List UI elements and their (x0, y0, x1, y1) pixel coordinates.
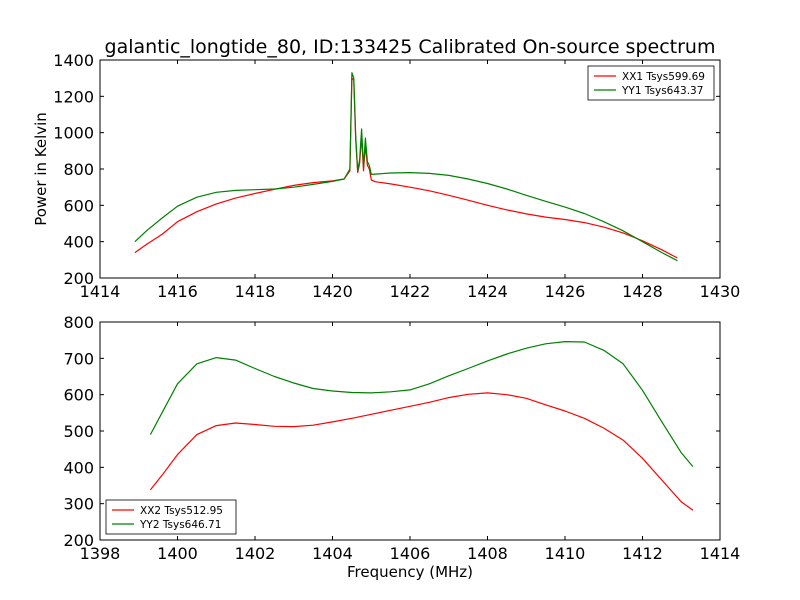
x-tick-label: 1410 (545, 544, 586, 563)
series-line-2 (134, 72, 678, 262)
y-tick-label: 200 (63, 269, 94, 288)
legend: XX2 Tsys512.95 YY2 Tsys646.71 (105, 499, 237, 535)
y-tick-label: 400 (63, 233, 94, 252)
y-tick-label: 800 (63, 160, 94, 179)
y-tick-label: 700 (63, 349, 94, 368)
x-tick-label: 1426 (545, 282, 586, 301)
y-tick-label: 1400 (53, 51, 94, 70)
x-tick-label: 1406 (390, 544, 431, 563)
x-tick-label: 1414 (700, 544, 741, 563)
x-tick-label: 1430 (700, 282, 741, 301)
y-tick-label: 1200 (53, 87, 94, 106)
y-tick-label: 400 (63, 458, 94, 477)
legend-box (587, 65, 715, 101)
y-tick-label: 500 (63, 422, 94, 441)
legend-box (105, 499, 237, 535)
legend-label: XX1 Tsys599.69 (622, 71, 705, 83)
y-tick-label: 300 (63, 495, 94, 514)
legend-label: YY1 Tsys643.37 (621, 85, 703, 97)
y-tick-label: 1000 (53, 124, 94, 143)
series-line-1 (149, 392, 694, 511)
legend: XX1 Tsys599.69 YY1 Tsys643.37 (587, 65, 715, 101)
x-tick-label: 1428 (622, 282, 663, 301)
series-line-2 (149, 341, 694, 467)
y-axis-label: Power in Kelvin (32, 112, 50, 226)
x-tick-label: 1408 (467, 544, 508, 563)
plot-panel-1: 1414 1416 1418 1420 1422 1424 1426 1428 1430 200 4… (53, 51, 740, 301)
plot-panel-2: 1398 1400 1402 1404 1406 1408 1410 1412 1414 200 3… (63, 313, 740, 563)
x-tick-label: 1424 (467, 282, 508, 301)
legend-label: YY2 Tsys646.71 (139, 519, 221, 531)
y-tick-label: 600 (63, 196, 94, 215)
y-tick-label: 600 (63, 386, 94, 405)
x-tick-label: 1418 (235, 282, 276, 301)
x-tick-label: 1400 (157, 544, 198, 563)
legend-label: XX2 Tsys512.95 (140, 505, 223, 517)
y-tick-label: 200 (63, 531, 94, 550)
y-tick-label: 800 (63, 313, 94, 332)
chart-title: galantic_longtide_80, ID:133425 Calibrat… (105, 36, 716, 58)
x-tick-label: 1422 (390, 282, 431, 301)
x-tick-label: 1398 (80, 544, 121, 563)
x-tick-label: 1412 (622, 544, 663, 563)
x-axis-label: Frequency (MHz) (347, 563, 473, 581)
x-tick-label: 1414 (80, 282, 121, 301)
x-tick-label: 1402 (235, 544, 276, 563)
x-tick-label: 1416 (157, 282, 198, 301)
x-tick-label: 1404 (312, 544, 353, 563)
x-tick-label: 1420 (312, 282, 353, 301)
